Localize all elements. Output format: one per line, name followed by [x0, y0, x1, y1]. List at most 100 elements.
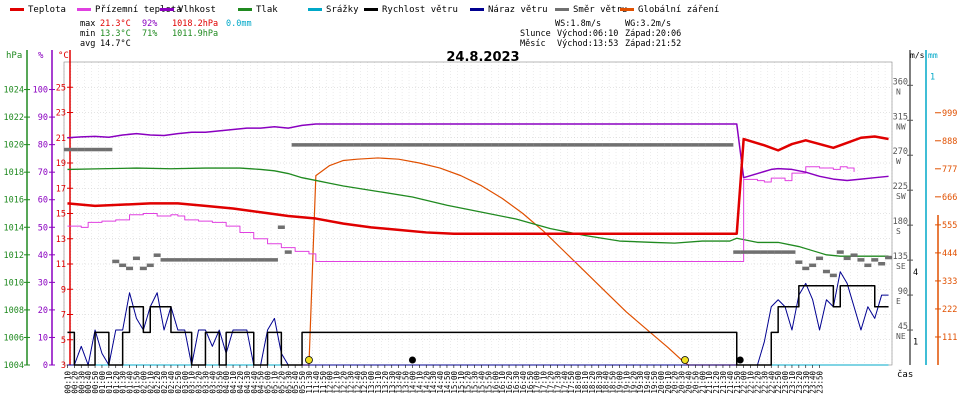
- legend-label: Globální záření: [638, 5, 719, 15]
- x-tick-label: 13:10: [374, 371, 383, 394]
- temp-axis-tick-label: 5: [61, 336, 66, 346]
- x-tick-label: 05:10: [270, 371, 279, 394]
- x-tick-label: 18:50: [609, 371, 618, 394]
- ms-unit: m/s: [910, 51, 925, 60]
- temp-axis-tick-label: 9: [61, 285, 66, 295]
- pct-axis-tick-label: 20: [38, 306, 48, 316]
- x-tick-label: 00:40: [84, 371, 93, 394]
- x-tick-label: 03:10: [188, 371, 197, 394]
- pct-axis-tick-label: 100: [33, 86, 48, 96]
- legend-label: Srážky: [326, 5, 359, 15]
- x-axis-ticks: 00:1000:2000:3000:4000:5001:0001:1001:20…: [63, 365, 825, 394]
- x-tick-label: 18:40: [602, 371, 611, 394]
- hpa-axis-tick-label: 1006: [4, 333, 24, 343]
- moonset-marker: [736, 356, 744, 364]
- stat-value: 14.7°C: [100, 39, 131, 49]
- stat-value: avg: [80, 39, 95, 49]
- hpa-axis-tick-label: 1018: [4, 168, 24, 178]
- x-tick-label: 23:00: [781, 371, 790, 394]
- hpa-axis-tick-label: 1004: [4, 361, 24, 371]
- wind-direction-point: [91, 147, 99, 152]
- wind-direction-point: [622, 143, 630, 147]
- wind-direction-point: [457, 143, 465, 147]
- x-tick-label: 20:20: [671, 371, 680, 394]
- wind-direction-point: [602, 143, 610, 147]
- x-tick-label: 13:50: [402, 371, 411, 394]
- wind-direction-point: [740, 250, 748, 254]
- moon-label: Měsíc: [520, 39, 546, 49]
- dir-axis-tick-label: 315: [893, 112, 908, 122]
- wind-direction-point: [878, 262, 886, 266]
- wind-direction-point: [519, 143, 527, 147]
- hpa-axis-tick-label: 1010: [4, 278, 24, 288]
- sun-set: Západ:20:06: [625, 29, 681, 39]
- legend-label: Vlhkost: [178, 5, 216, 15]
- wind-direction-point: [671, 143, 679, 147]
- wind-direction-point: [346, 143, 354, 147]
- rad-axis-tick-label: 111: [942, 333, 957, 343]
- legend-swatch: [10, 8, 24, 11]
- x-tick-label: 15:20: [464, 371, 473, 394]
- x-tick-label: 20:40: [684, 371, 693, 394]
- wind-direction-point: [146, 263, 154, 268]
- pct-axis-tick-label: 30: [38, 278, 48, 288]
- wind-direction-point: [871, 258, 879, 262]
- sun-label: Slunce: [520, 29, 551, 39]
- wind-direction-point: [560, 143, 568, 147]
- x-tick-label: 14:30: [429, 371, 438, 394]
- wind-direction-point: [684, 143, 692, 147]
- rad-axis-tick-label: 222: [942, 305, 957, 315]
- ms-tick-label: 4: [913, 268, 918, 278]
- x-tick-label: 16:20: [505, 371, 514, 394]
- x-tick-label: 01:40: [126, 371, 135, 394]
- wind-direction-point: [77, 147, 85, 152]
- wind-direction-point: [291, 143, 299, 147]
- x-tick-label: 16:50: [526, 371, 535, 394]
- wind-direction-point: [443, 143, 451, 147]
- wind-direction-point: [540, 143, 548, 147]
- moon-rise: Východ:13:53: [557, 39, 618, 49]
- wind-direction-point: [629, 143, 637, 147]
- wind-direction-point: [664, 143, 672, 147]
- ground-temp-series: [67, 166, 855, 262]
- wind-direction-point: [533, 143, 541, 147]
- x-tick-label: 04:10: [229, 371, 238, 394]
- wind-direction-point: [498, 143, 506, 147]
- ms-tick-label: 1: [913, 338, 918, 348]
- x-tick-label: 22:40: [767, 371, 776, 394]
- wind-direction-point: [484, 143, 492, 147]
- wind-direction-point: [188, 258, 196, 262]
- legend-swatch: [470, 8, 484, 11]
- sunrise-marker: [305, 356, 313, 364]
- wind-direction-point: [678, 143, 686, 147]
- wind-direction-point: [450, 143, 458, 147]
- wind-direction-point: [353, 143, 361, 147]
- x-tick-label: 15:30: [471, 371, 480, 394]
- x-tick-label: 19:20: [629, 371, 638, 394]
- wind-direction-point: [236, 258, 244, 262]
- x-tick-label: 05:30: [284, 371, 293, 394]
- wind-direction-point: [767, 250, 775, 254]
- dir-axis-tick-label: 180: [893, 217, 908, 227]
- wind-direction-point: [615, 143, 623, 147]
- moonrise-marker: [408, 356, 416, 364]
- legend-label: Teplota: [28, 5, 66, 15]
- wind-direction-point: [112, 259, 120, 264]
- sun-rise: Východ:06:10: [557, 29, 618, 39]
- wind-direction-point: [139, 266, 147, 271]
- x-tick-label: 20:10: [664, 371, 673, 394]
- wind-direction-point: [760, 250, 768, 254]
- dir-axis-tick-label: 270: [893, 147, 908, 157]
- wind-direction-point: [809, 263, 817, 268]
- wind-direction-point: [836, 250, 844, 254]
- x-tick-label: 16:10: [498, 371, 507, 394]
- wind-direction-point: [119, 263, 127, 268]
- stat-value: 71%: [142, 29, 157, 39]
- legend-swatch: [238, 8, 252, 11]
- x-tick-label: 20:30: [678, 371, 687, 394]
- legend-swatch: [364, 8, 378, 11]
- x-tick-label: 03:40: [208, 371, 217, 394]
- rad-axis-tick-label: 888: [942, 137, 957, 147]
- wind-direction-point: [747, 250, 755, 254]
